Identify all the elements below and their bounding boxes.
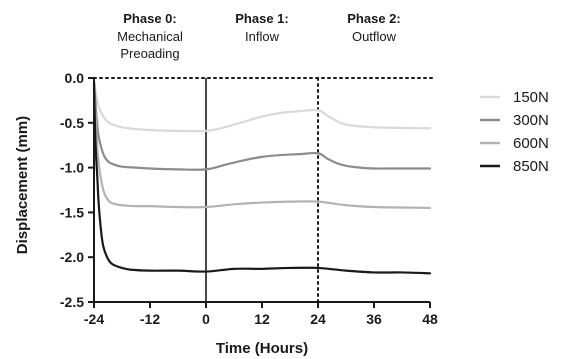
phase-title: Phase 0: — [123, 11, 176, 26]
legend-label: 850N — [513, 158, 549, 175]
legend-label: 150N — [513, 89, 549, 106]
x-tick-label: 36 — [366, 311, 382, 327]
y-tick-label: 0.0 — [65, 70, 85, 86]
legend: 150N 300N 600N 850N — [480, 89, 549, 175]
legend-label: 300N — [513, 112, 549, 129]
y-axis-title: Displacement (mm) — [14, 116, 31, 254]
x-tick-label: -24 — [84, 311, 104, 327]
phase-subtitle: Mechanical — [117, 29, 183, 44]
y-tick-label: -1.5 — [60, 204, 84, 220]
x-tick-label: 24 — [310, 311, 326, 327]
x-tick-label: 48 — [422, 311, 438, 327]
series-lines — [92, 78, 432, 275]
phase-boundaries — [205, 77, 319, 303]
y-tick-label: -1.0 — [60, 160, 84, 176]
phase-subtitle: Inflow — [245, 29, 280, 44]
phase-annotations: Phase 0: Mechanical Preoading Phase 1: Inflo… — [117, 11, 401, 61]
series-line-850n — [92, 81, 432, 275]
x-axis-title: Time (Hours) — [216, 340, 308, 357]
phase-title: Phase 2: — [347, 11, 400, 26]
axes: 0.0 -0.5 -1.0 -1.5 -2.0 -2.5-24 -12 0 12 24 36 48 Ti… — [14, 70, 438, 357]
x-tick-label: -12 — [140, 311, 160, 327]
x-tick-label: 0 — [202, 311, 210, 327]
series-line-300n — [92, 81, 432, 171]
phase-subtitle: Outflow — [352, 29, 397, 44]
phase-subtitle: Preoading — [120, 46, 179, 61]
series-line-600n — [92, 85, 432, 210]
y-tick-label: -2.5 — [60, 294, 84, 310]
x-tick-label: 12 — [254, 311, 270, 327]
phase-title: Phase 1: — [235, 11, 288, 26]
legend-label: 600N — [513, 135, 549, 152]
y-tick-label: -2.0 — [60, 249, 84, 265]
y-tick-label: -0.5 — [60, 115, 84, 131]
series-line-150n — [92, 78, 432, 133]
